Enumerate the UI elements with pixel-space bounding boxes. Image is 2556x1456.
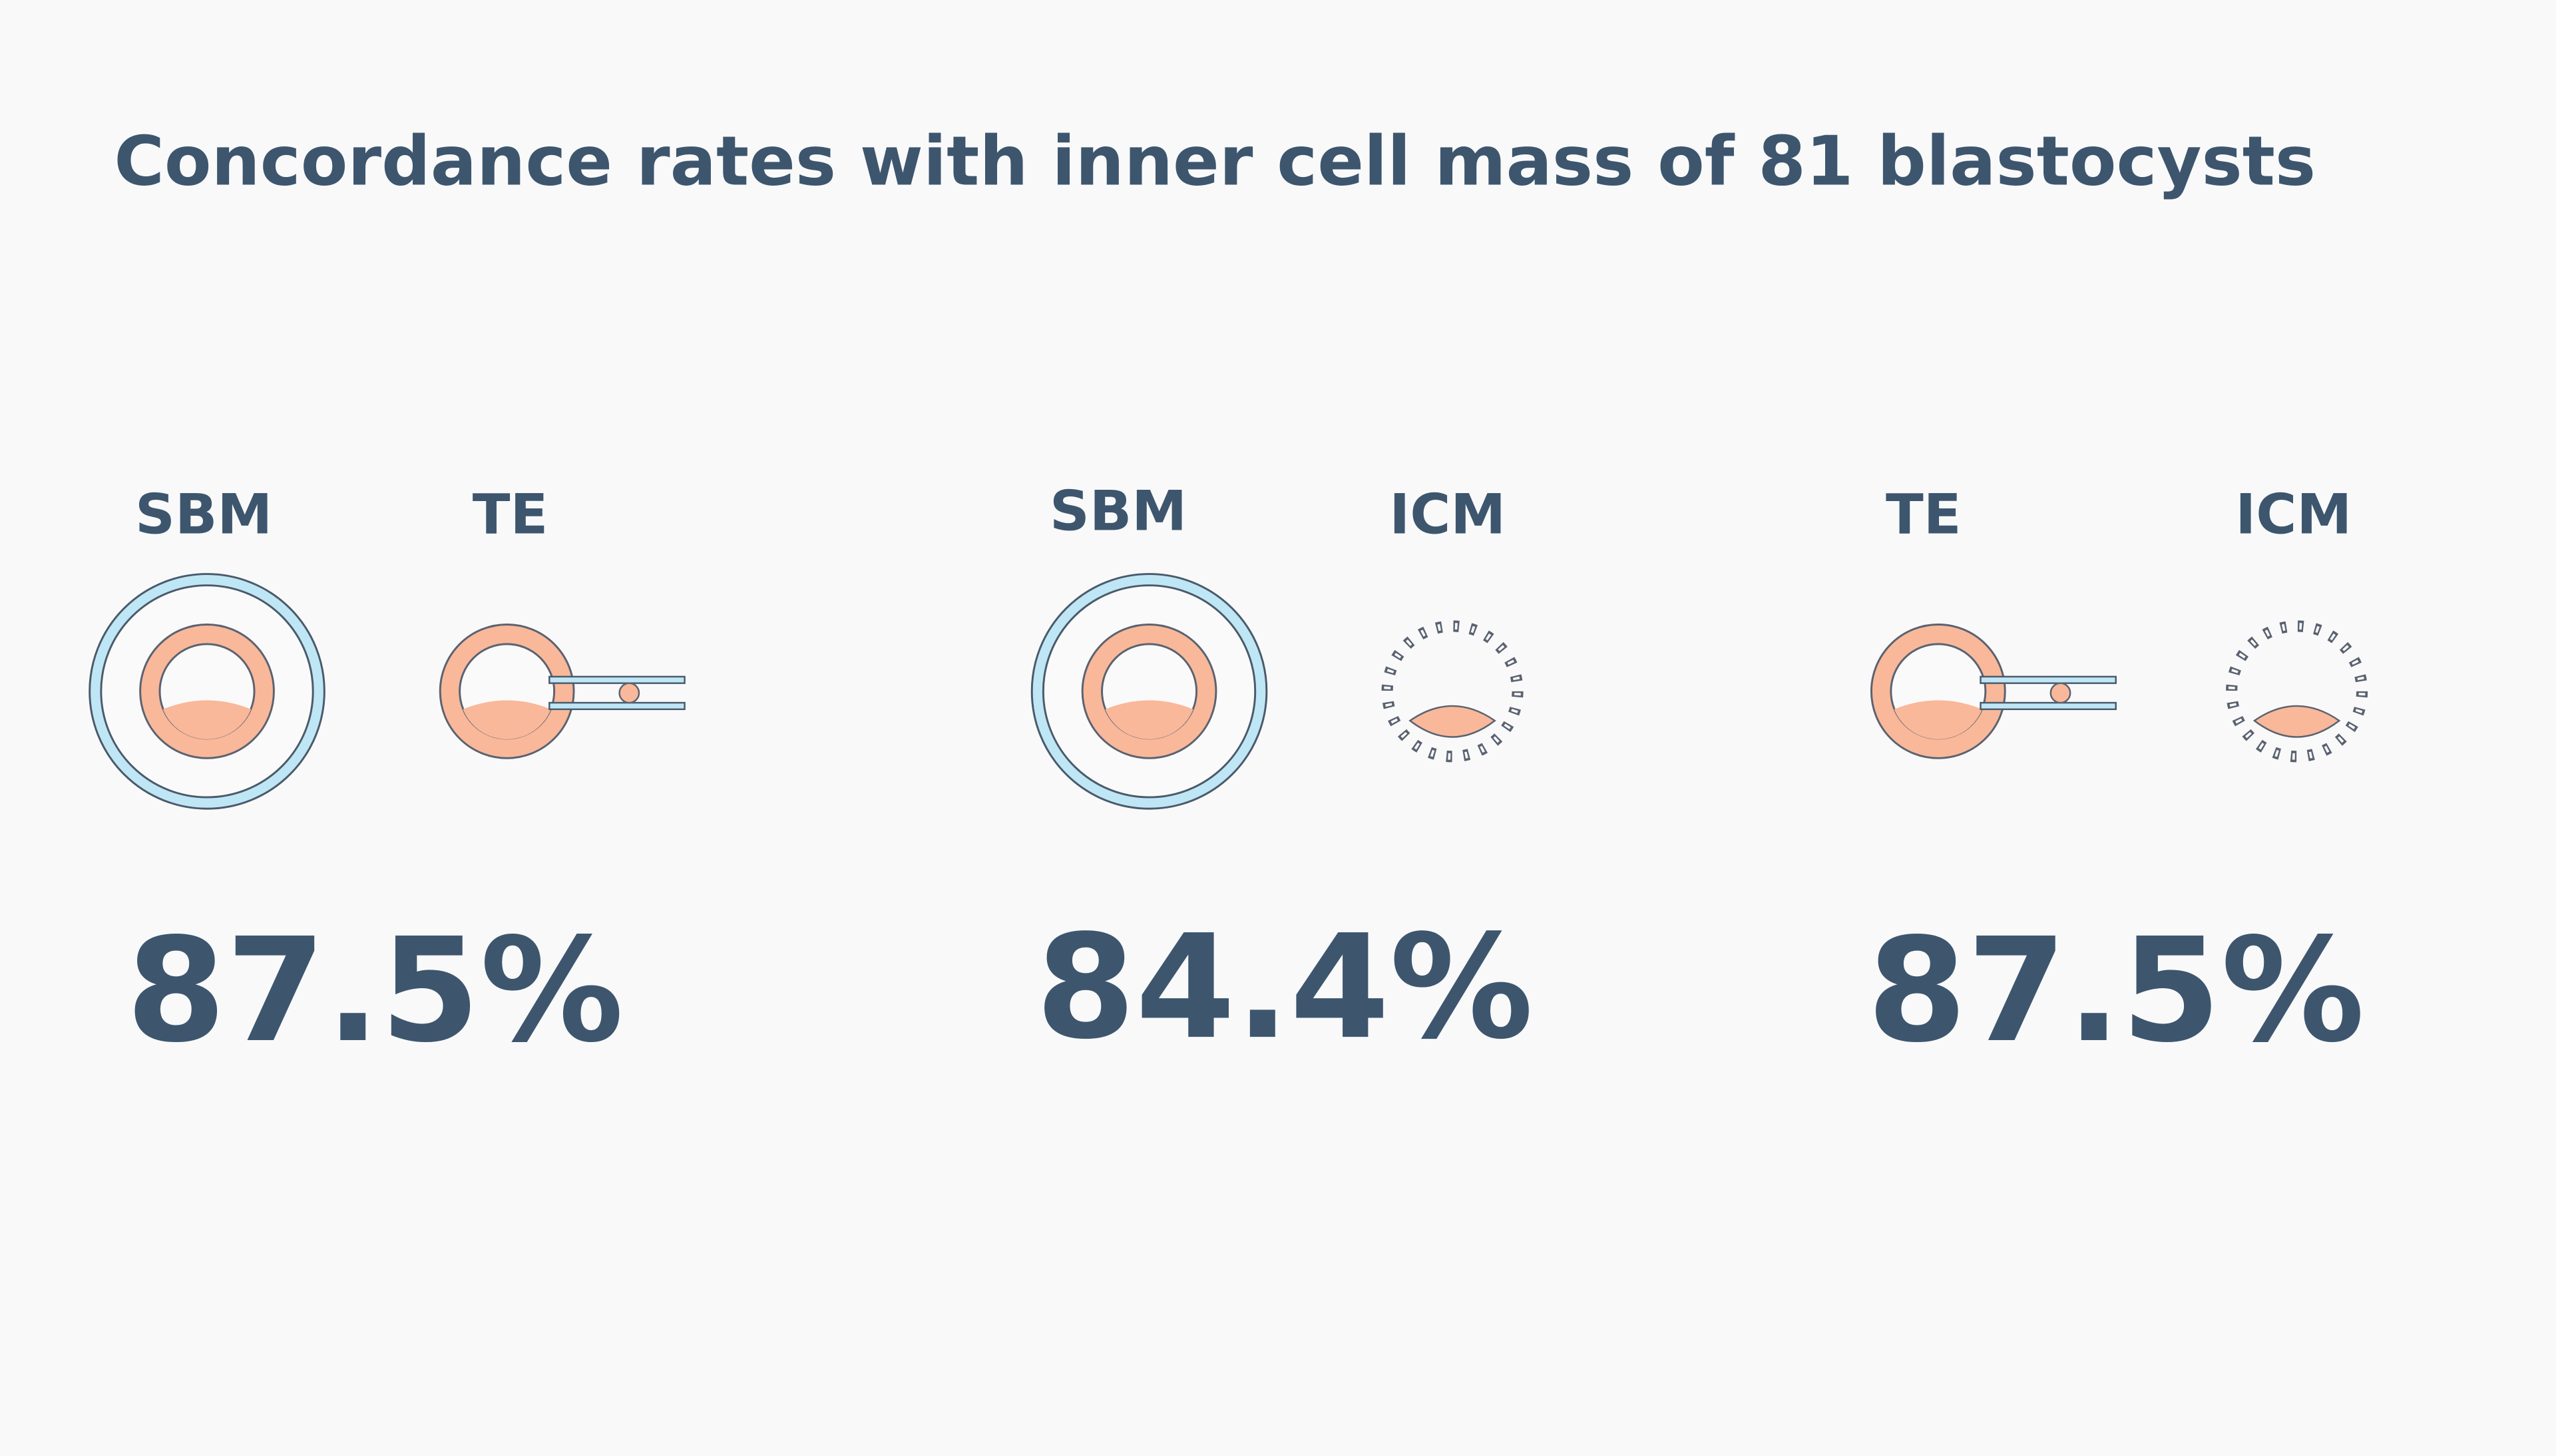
method-label: SBM xyxy=(1050,478,1187,543)
te-icon xyxy=(440,624,684,758)
sbm-icon xyxy=(90,574,325,809)
title: Concordance rates with inner cell mass o… xyxy=(114,122,2316,201)
concordance-value: 87.5% xyxy=(126,907,624,1074)
icm-icon xyxy=(2232,626,2362,757)
method-label: ICM xyxy=(2235,482,2352,546)
concordance-value: 87.5% xyxy=(1867,907,2365,1074)
method-label: TE xyxy=(1886,482,1962,546)
method-label: ICM xyxy=(1389,482,1506,546)
method-label: SBM xyxy=(135,482,272,546)
te-icon xyxy=(1871,624,2115,758)
sbm-icon xyxy=(1032,574,1267,809)
concordance-value: 84.4% xyxy=(1036,904,1534,1071)
icm-icon xyxy=(1387,626,1518,757)
method-label: TE xyxy=(473,482,548,546)
